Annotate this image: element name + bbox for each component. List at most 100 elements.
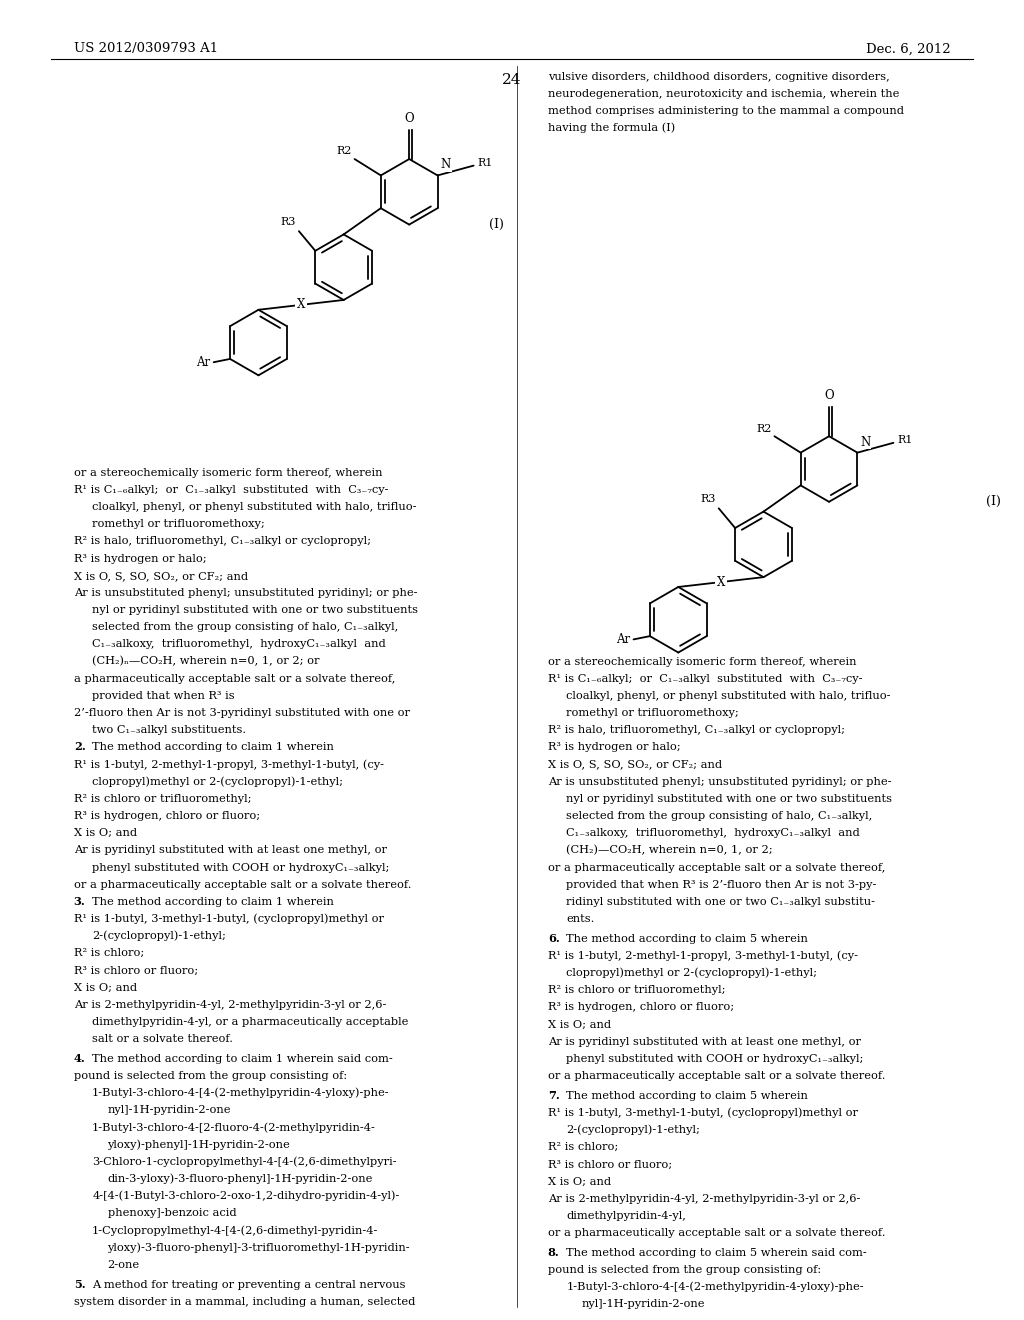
Text: Ar: Ar (197, 355, 211, 368)
Text: R³ is hydrogen or halo;: R³ is hydrogen or halo; (548, 742, 681, 752)
Text: 2.: 2. (74, 742, 85, 752)
Text: C₁₋₃alkoxy,  trifluoromethyl,  hydroxyC₁₋₃alkyl  and: C₁₋₃alkoxy, trifluoromethyl, hydroxyC₁₋₃… (92, 639, 386, 649)
Text: R¹ is C₁₋₆alkyl;  or  C₁₋₃alkyl  substituted  with  C₃₋₇cy-: R¹ is C₁₋₆alkyl; or C₁₋₃alkyl substitute… (74, 484, 388, 495)
Text: R1: R1 (478, 158, 494, 168)
Text: system disorder in a mammal, including a human, selected: system disorder in a mammal, including a… (74, 1296, 415, 1307)
Text: din-3-yloxy)-3-fluoro-phenyl]-1H-pyridin-2-one: din-3-yloxy)-3-fluoro-phenyl]-1H-pyridin… (108, 1173, 373, 1184)
Text: A method for treating or preventing a central nervous: A method for treating or preventing a ce… (92, 1279, 406, 1290)
Text: R¹ is C₁₋₆alkyl;  or  C₁₋₃alkyl  substituted  with  C₃₋₇cy-: R¹ is C₁₋₆alkyl; or C₁₋₃alkyl substitute… (548, 673, 862, 684)
Text: The method according to claim 1 wherein: The method according to claim 1 wherein (92, 896, 334, 907)
Text: 3-Chloro-1-cyclopropylmethyl-4-[4-(2,6-dimethylpyri-: 3-Chloro-1-cyclopropylmethyl-4-[4-(2,6-d… (92, 1156, 396, 1167)
Text: selected from the group consisting of halo, C₁₋₃alkyl,: selected from the group consisting of ha… (92, 622, 398, 632)
Text: dimethylpyridin-4-yl, or a pharmaceutically acceptable: dimethylpyridin-4-yl, or a pharmaceutica… (92, 1016, 409, 1027)
Text: (I): (I) (489, 218, 505, 231)
Text: 5.: 5. (74, 1279, 85, 1290)
Text: O: O (824, 389, 834, 401)
Text: pound is selected from the group consisting of:: pound is selected from the group consist… (74, 1071, 347, 1081)
Text: X is O; and: X is O; and (548, 1176, 611, 1187)
Text: R3: R3 (700, 495, 716, 504)
Text: R² is chloro;: R² is chloro; (74, 948, 144, 958)
Text: 1-Butyl-3-chloro-4-[4-(2-methylpyridin-4-yloxy)-phe-: 1-Butyl-3-chloro-4-[4-(2-methylpyridin-4… (92, 1088, 390, 1098)
Text: cloalkyl, phenyl, or phenyl substituted with halo, trifluo-: cloalkyl, phenyl, or phenyl substituted … (566, 690, 891, 701)
Text: R³ is chloro or fluoro;: R³ is chloro or fluoro; (548, 1159, 672, 1170)
Text: nyl or pyridinyl substituted with one or two substituents: nyl or pyridinyl substituted with one or… (566, 793, 892, 804)
Text: R² is chloro or trifluoromethyl;: R² is chloro or trifluoromethyl; (548, 985, 725, 995)
Text: The method according to claim 1 wherein said com-: The method according to claim 1 wherein … (92, 1053, 392, 1064)
Text: 2-(cyclopropyl)-1-ethyl;: 2-(cyclopropyl)-1-ethyl; (566, 1125, 700, 1135)
Text: clopropyl)methyl or 2-(cyclopropyl)-1-ethyl;: clopropyl)methyl or 2-(cyclopropyl)-1-et… (566, 968, 817, 978)
Text: 1-Butyl-3-chloro-4-[4-(2-methylpyridin-4-yloxy)-phe-: 1-Butyl-3-chloro-4-[4-(2-methylpyridin-4… (566, 1282, 864, 1292)
Text: romethyl or trifluoromethoxy;: romethyl or trifluoromethoxy; (92, 519, 265, 529)
Text: The method according to claim 5 wherein said com-: The method according to claim 5 wherein … (566, 1247, 866, 1258)
Text: Ar is pyridinyl substituted with at least one methyl, or: Ar is pyridinyl substituted with at leas… (74, 845, 387, 855)
Text: Ar is pyridinyl substituted with at least one methyl, or: Ar is pyridinyl substituted with at leas… (548, 1036, 861, 1047)
Text: R³ is hydrogen, chloro or fluoro;: R³ is hydrogen, chloro or fluoro; (74, 810, 260, 821)
Text: cloalkyl, phenyl, or phenyl substituted with halo, trifluo-: cloalkyl, phenyl, or phenyl substituted … (92, 502, 417, 512)
Text: 6.: 6. (548, 933, 559, 944)
Text: X is O, S, SO, SO₂, or CF₂; and: X is O, S, SO, SO₂, or CF₂; and (548, 759, 722, 770)
Text: or a stereochemically isomeric form thereof, wherein: or a stereochemically isomeric form ther… (74, 467, 382, 478)
Text: 3.: 3. (74, 896, 85, 907)
Text: O: O (404, 112, 414, 124)
Text: R³ is hydrogen, chloro or fluoro;: R³ is hydrogen, chloro or fluoro; (548, 1002, 734, 1012)
Text: R2: R2 (336, 147, 351, 156)
Text: dimethylpyridin-4-yl,: dimethylpyridin-4-yl, (566, 1210, 686, 1221)
Text: phenyl substituted with COOH or hydroxyC₁₋₃alkyl;: phenyl substituted with COOH or hydroxyC… (92, 862, 389, 873)
Text: provided that when R³ is 2’-fluoro then Ar is not 3-py-: provided that when R³ is 2’-fluoro then … (566, 879, 877, 890)
Text: selected from the group consisting of halo, C₁₋₃alkyl,: selected from the group consisting of ha… (566, 810, 872, 821)
Text: R2: R2 (756, 424, 771, 433)
Text: R² is chloro;: R² is chloro; (548, 1142, 618, 1152)
Text: two C₁₋₃alkyl substituents.: two C₁₋₃alkyl substituents. (92, 725, 247, 735)
Text: yloxy)-3-fluoro-phenyl]-3-trifluoromethyl-1H-pyridin-: yloxy)-3-fluoro-phenyl]-3-trifluoromethy… (108, 1242, 411, 1253)
Text: The method according to claim 5 wherein: The method according to claim 5 wherein (566, 1090, 808, 1101)
Text: phenyl substituted with COOH or hydroxyC₁₋₃alkyl;: phenyl substituted with COOH or hydroxyC… (566, 1053, 863, 1064)
Text: Ar: Ar (616, 632, 631, 645)
Text: N: N (440, 158, 451, 172)
Text: romethyl or trifluoromethoxy;: romethyl or trifluoromethoxy; (566, 708, 739, 718)
Text: 8.: 8. (548, 1247, 559, 1258)
Text: (I): (I) (986, 495, 1001, 508)
Text: neurodegeneration, neurotoxicity and ischemia, wherein the: neurodegeneration, neurotoxicity and isc… (548, 88, 899, 99)
Text: Ar is 2-methylpyridin-4-yl, 2-methylpyridin-3-yl or 2,6-: Ar is 2-methylpyridin-4-yl, 2-methylpyri… (548, 1193, 860, 1204)
Text: 1-Butyl-3-chloro-4-[2-fluoro-4-(2-methylpyridin-4-: 1-Butyl-3-chloro-4-[2-fluoro-4-(2-methyl… (92, 1122, 376, 1133)
Text: X: X (297, 298, 305, 312)
Text: Ar is unsubstituted phenyl; unsubstituted pyridinyl; or phe-: Ar is unsubstituted phenyl; unsubstitute… (548, 776, 891, 787)
Text: 4-[4-(1-Butyl-3-chloro-2-oxo-1,2-dihydro-pyridin-4-yl)-: 4-[4-(1-Butyl-3-chloro-2-oxo-1,2-dihydro… (92, 1191, 399, 1201)
Text: (CH₂)ₙ—CO₂H, wherein n=0, 1, or 2; or: (CH₂)ₙ—CO₂H, wherein n=0, 1, or 2; or (92, 656, 319, 667)
Text: X is O, S, SO, SO₂, or CF₂; and: X is O, S, SO, SO₂, or CF₂; and (74, 570, 248, 581)
Text: Ar is 2-methylpyridin-4-yl, 2-methylpyridin-3-yl or 2,6-: Ar is 2-methylpyridin-4-yl, 2-methylpyri… (74, 999, 386, 1010)
Text: 2-one: 2-one (108, 1259, 139, 1270)
Text: C₁₋₃alkoxy,  trifluoromethyl,  hydroxyC₁₋₃alkyl  and: C₁₋₃alkoxy, trifluoromethyl, hydroxyC₁₋₃… (566, 828, 860, 838)
Text: 7.: 7. (548, 1090, 559, 1101)
Text: a pharmaceutically acceptable salt or a solvate thereof,: a pharmaceutically acceptable salt or a … (74, 673, 395, 684)
Text: 2-(cyclopropyl)-1-ethyl;: 2-(cyclopropyl)-1-ethyl; (92, 931, 226, 941)
Text: yloxy)-phenyl]-1H-pyridin-2-one: yloxy)-phenyl]-1H-pyridin-2-one (108, 1139, 290, 1150)
Text: having the formula (I): having the formula (I) (548, 123, 675, 133)
Text: 4.: 4. (74, 1053, 85, 1064)
Text: The method according to claim 5 wherein: The method according to claim 5 wherein (566, 933, 808, 944)
Text: R¹ is 1-butyl, 2-methyl-1-propyl, 3-methyl-1-butyl, (cy-: R¹ is 1-butyl, 2-methyl-1-propyl, 3-meth… (74, 759, 384, 770)
Text: X is O; and: X is O; and (74, 982, 137, 993)
Text: R² is chloro or trifluoromethyl;: R² is chloro or trifluoromethyl; (74, 793, 251, 804)
Text: phenoxy]-benzoic acid: phenoxy]-benzoic acid (108, 1208, 237, 1218)
Text: X is O; and: X is O; and (548, 1019, 611, 1030)
Text: Ar is unsubstituted phenyl; unsubstituted pyridinyl; or phe-: Ar is unsubstituted phenyl; unsubstitute… (74, 587, 417, 598)
Text: Dec. 6, 2012: Dec. 6, 2012 (865, 42, 950, 55)
Text: nyl]-1H-pyridin-2-one: nyl]-1H-pyridin-2-one (108, 1105, 231, 1115)
Text: or a stereochemically isomeric form thereof, wherein: or a stereochemically isomeric form ther… (548, 656, 856, 667)
Text: 24: 24 (502, 73, 522, 87)
Text: provided that when R³ is: provided that when R³ is (92, 690, 234, 701)
Text: US 2012/0309793 A1: US 2012/0309793 A1 (74, 42, 218, 55)
Text: R1: R1 (898, 436, 913, 445)
Text: salt or a solvate thereof.: salt or a solvate thereof. (92, 1034, 233, 1044)
Text: method comprises administering to the mammal a compound: method comprises administering to the ma… (548, 106, 904, 116)
Text: X is O; and: X is O; and (74, 828, 137, 838)
Text: 2’-fluoro then Ar is not 3-pyridinyl substituted with one or: 2’-fluoro then Ar is not 3-pyridinyl sub… (74, 708, 410, 718)
Text: pound is selected from the group consisting of:: pound is selected from the group consist… (548, 1265, 821, 1275)
Text: or a pharmaceutically acceptable salt or a solvate thereof.: or a pharmaceutically acceptable salt or… (548, 1228, 886, 1238)
Text: R3: R3 (281, 218, 296, 227)
Text: N: N (860, 436, 870, 449)
Text: vulsive disorders, childhood disorders, cognitive disorders,: vulsive disorders, childhood disorders, … (548, 71, 890, 82)
Text: nyl]-1H-pyridin-2-one: nyl]-1H-pyridin-2-one (582, 1299, 706, 1309)
Text: R³ is hydrogen or halo;: R³ is hydrogen or halo; (74, 553, 207, 564)
